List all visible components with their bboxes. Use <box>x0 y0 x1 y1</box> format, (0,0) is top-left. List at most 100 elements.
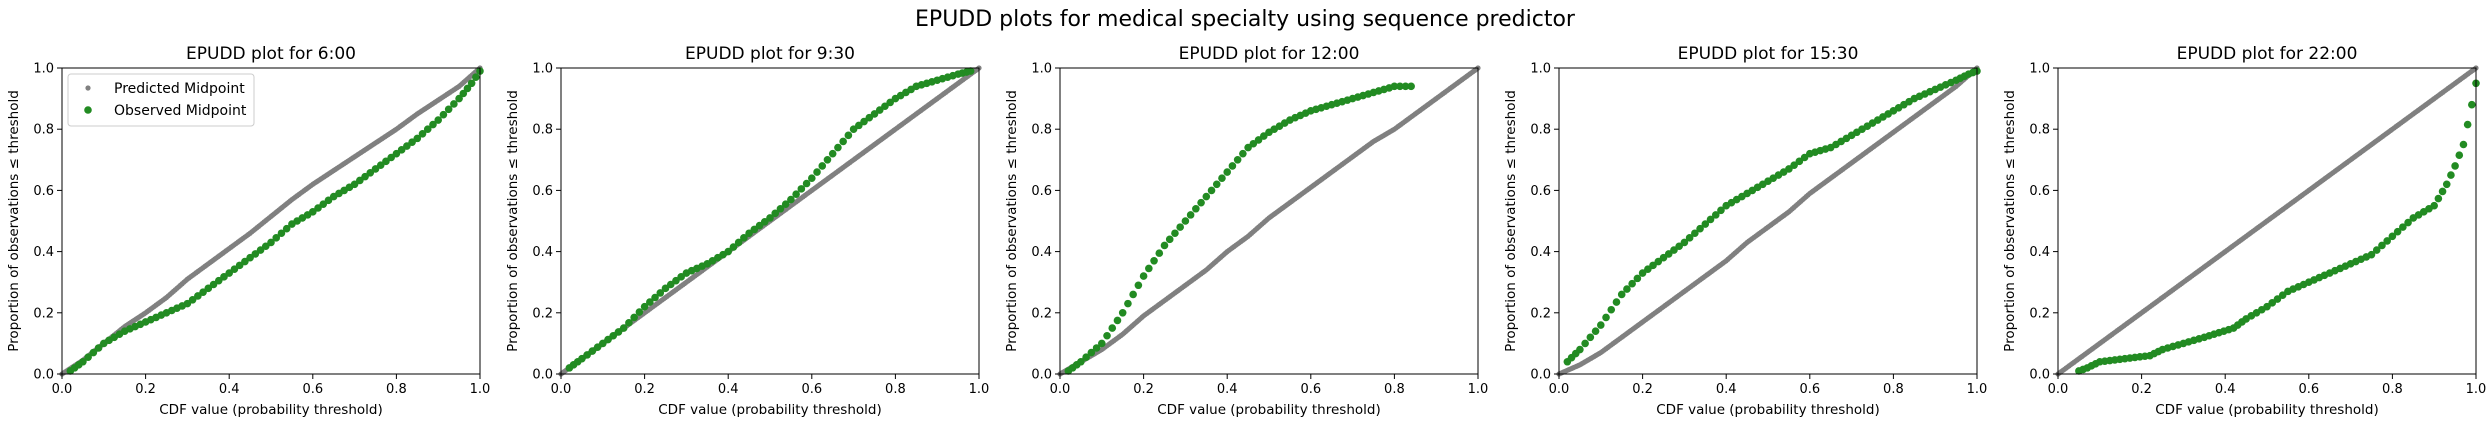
observed-series <box>1064 82 1415 375</box>
observed-point <box>209 280 218 289</box>
observed-point <box>656 289 665 297</box>
observed-point <box>599 339 607 348</box>
observed-point <box>1239 149 1247 158</box>
y-tick-label: 0.6 <box>33 184 54 199</box>
chart-panel-1: EPUDD plot for 9:30 0.0 0.2 0.4 0.6 0.8 1.0 0.0… <box>505 44 989 418</box>
observed-point <box>583 351 591 359</box>
observed-point <box>839 137 847 146</box>
observed-point <box>771 209 780 218</box>
observed-point <box>434 116 443 124</box>
axes-frame <box>61 67 481 375</box>
observed-point <box>1576 345 1584 354</box>
y-tick-label: 0.2 <box>33 306 54 321</box>
observed-point <box>89 348 98 357</box>
observed-point <box>1077 357 1085 366</box>
observed-point <box>1591 327 1600 335</box>
y-axis-label: Proportion of observations ≤ threshold <box>2002 90 2018 352</box>
observed-point <box>1597 321 1605 329</box>
observed-point <box>361 172 369 181</box>
observed-point <box>397 146 406 154</box>
observed-point <box>2459 140 2468 149</box>
observed-point <box>2430 201 2438 210</box>
predicted-series <box>2055 65 2479 377</box>
observed-point <box>1176 223 1184 231</box>
y-tick-label: 1.0 <box>532 62 553 77</box>
y-axis-label: Proportion of observations ≤ threshold <box>505 90 521 352</box>
observed-point <box>429 120 437 129</box>
observed-series <box>2075 79 2480 375</box>
observed-point <box>1691 229 1699 238</box>
observed-point <box>267 238 275 247</box>
observed-point <box>1706 215 1715 224</box>
observed-point <box>1192 204 1200 213</box>
observed-point <box>729 243 738 251</box>
observed-point <box>84 353 92 361</box>
observed-point <box>797 185 806 193</box>
panel-title: EPUDD plot for 12:00 <box>1179 44 1360 64</box>
observed-point <box>834 143 842 152</box>
observed-point <box>246 253 254 262</box>
observed-point <box>450 100 458 108</box>
observed-point <box>1680 238 1689 247</box>
observed-point <box>392 149 401 158</box>
axes-frame <box>1558 67 1978 375</box>
observed-point <box>1118 309 1127 317</box>
observed-point <box>881 102 889 111</box>
observed-point <box>966 67 975 75</box>
x-tick-label: 0.6 <box>302 382 323 397</box>
y-tick-label: 0.8 <box>1031 123 1052 138</box>
observed-point <box>886 98 894 107</box>
observed-point <box>808 174 816 182</box>
observed-point <box>1717 206 1725 215</box>
observed-point <box>356 176 364 185</box>
observed-point <box>1186 211 1195 219</box>
observed-point <box>1103 331 1111 340</box>
x-tick-label: 0.8 <box>386 382 407 397</box>
y-tick-label: 0.0 <box>532 368 553 383</box>
observed-point <box>1082 353 1090 361</box>
observed-point <box>1711 211 1720 219</box>
observed-point <box>865 113 874 122</box>
observed-point <box>282 224 291 233</box>
figure-suptitle: EPUDD plots for medical specialty using … <box>915 7 1576 32</box>
legend-marker-observed <box>84 106 92 114</box>
observed-point <box>593 343 602 352</box>
panel-title: EPUDD plot for 9:30 <box>685 44 855 64</box>
y-tick-label: 0.0 <box>1530 368 1551 383</box>
observed-point <box>1160 241 1169 250</box>
observed-series <box>1563 67 1981 366</box>
observed-point <box>2442 180 2451 189</box>
observed-point <box>2393 227 2402 236</box>
x-tick-label: 0.4 <box>718 382 739 397</box>
observed-point <box>734 238 743 247</box>
observed-point <box>766 214 774 222</box>
x-tick-label: 0.4 <box>1217 382 1238 397</box>
observed-point <box>251 250 260 258</box>
observed-point <box>444 105 453 114</box>
observed-point <box>849 125 858 133</box>
observed-point <box>2273 295 2282 303</box>
observed-point <box>324 196 333 205</box>
observed-point <box>2263 302 2271 311</box>
observed-point <box>672 276 680 285</box>
observed-point <box>1171 229 1179 238</box>
observed-point <box>635 308 644 316</box>
observed-point <box>350 180 359 189</box>
observed-point <box>403 142 411 150</box>
observed-point <box>855 121 863 130</box>
observed-point <box>1407 82 1415 91</box>
observed-point <box>382 157 390 166</box>
y-tick-label: 0.6 <box>1031 184 1052 199</box>
observed-point <box>371 165 380 173</box>
observed-point <box>376 161 385 169</box>
observed-point <box>2268 299 2277 307</box>
observed-point <box>1785 165 1793 173</box>
y-tick-label: 0.4 <box>532 245 553 260</box>
x-tick-label: 0.2 <box>634 382 655 397</box>
x-tick-label: 0.0 <box>1549 382 1570 397</box>
observed-point <box>1617 290 1626 299</box>
x-tick-label: 0.2 <box>2131 382 2152 397</box>
y-tick-label: 1.0 <box>33 62 54 77</box>
observed-point <box>625 318 633 327</box>
